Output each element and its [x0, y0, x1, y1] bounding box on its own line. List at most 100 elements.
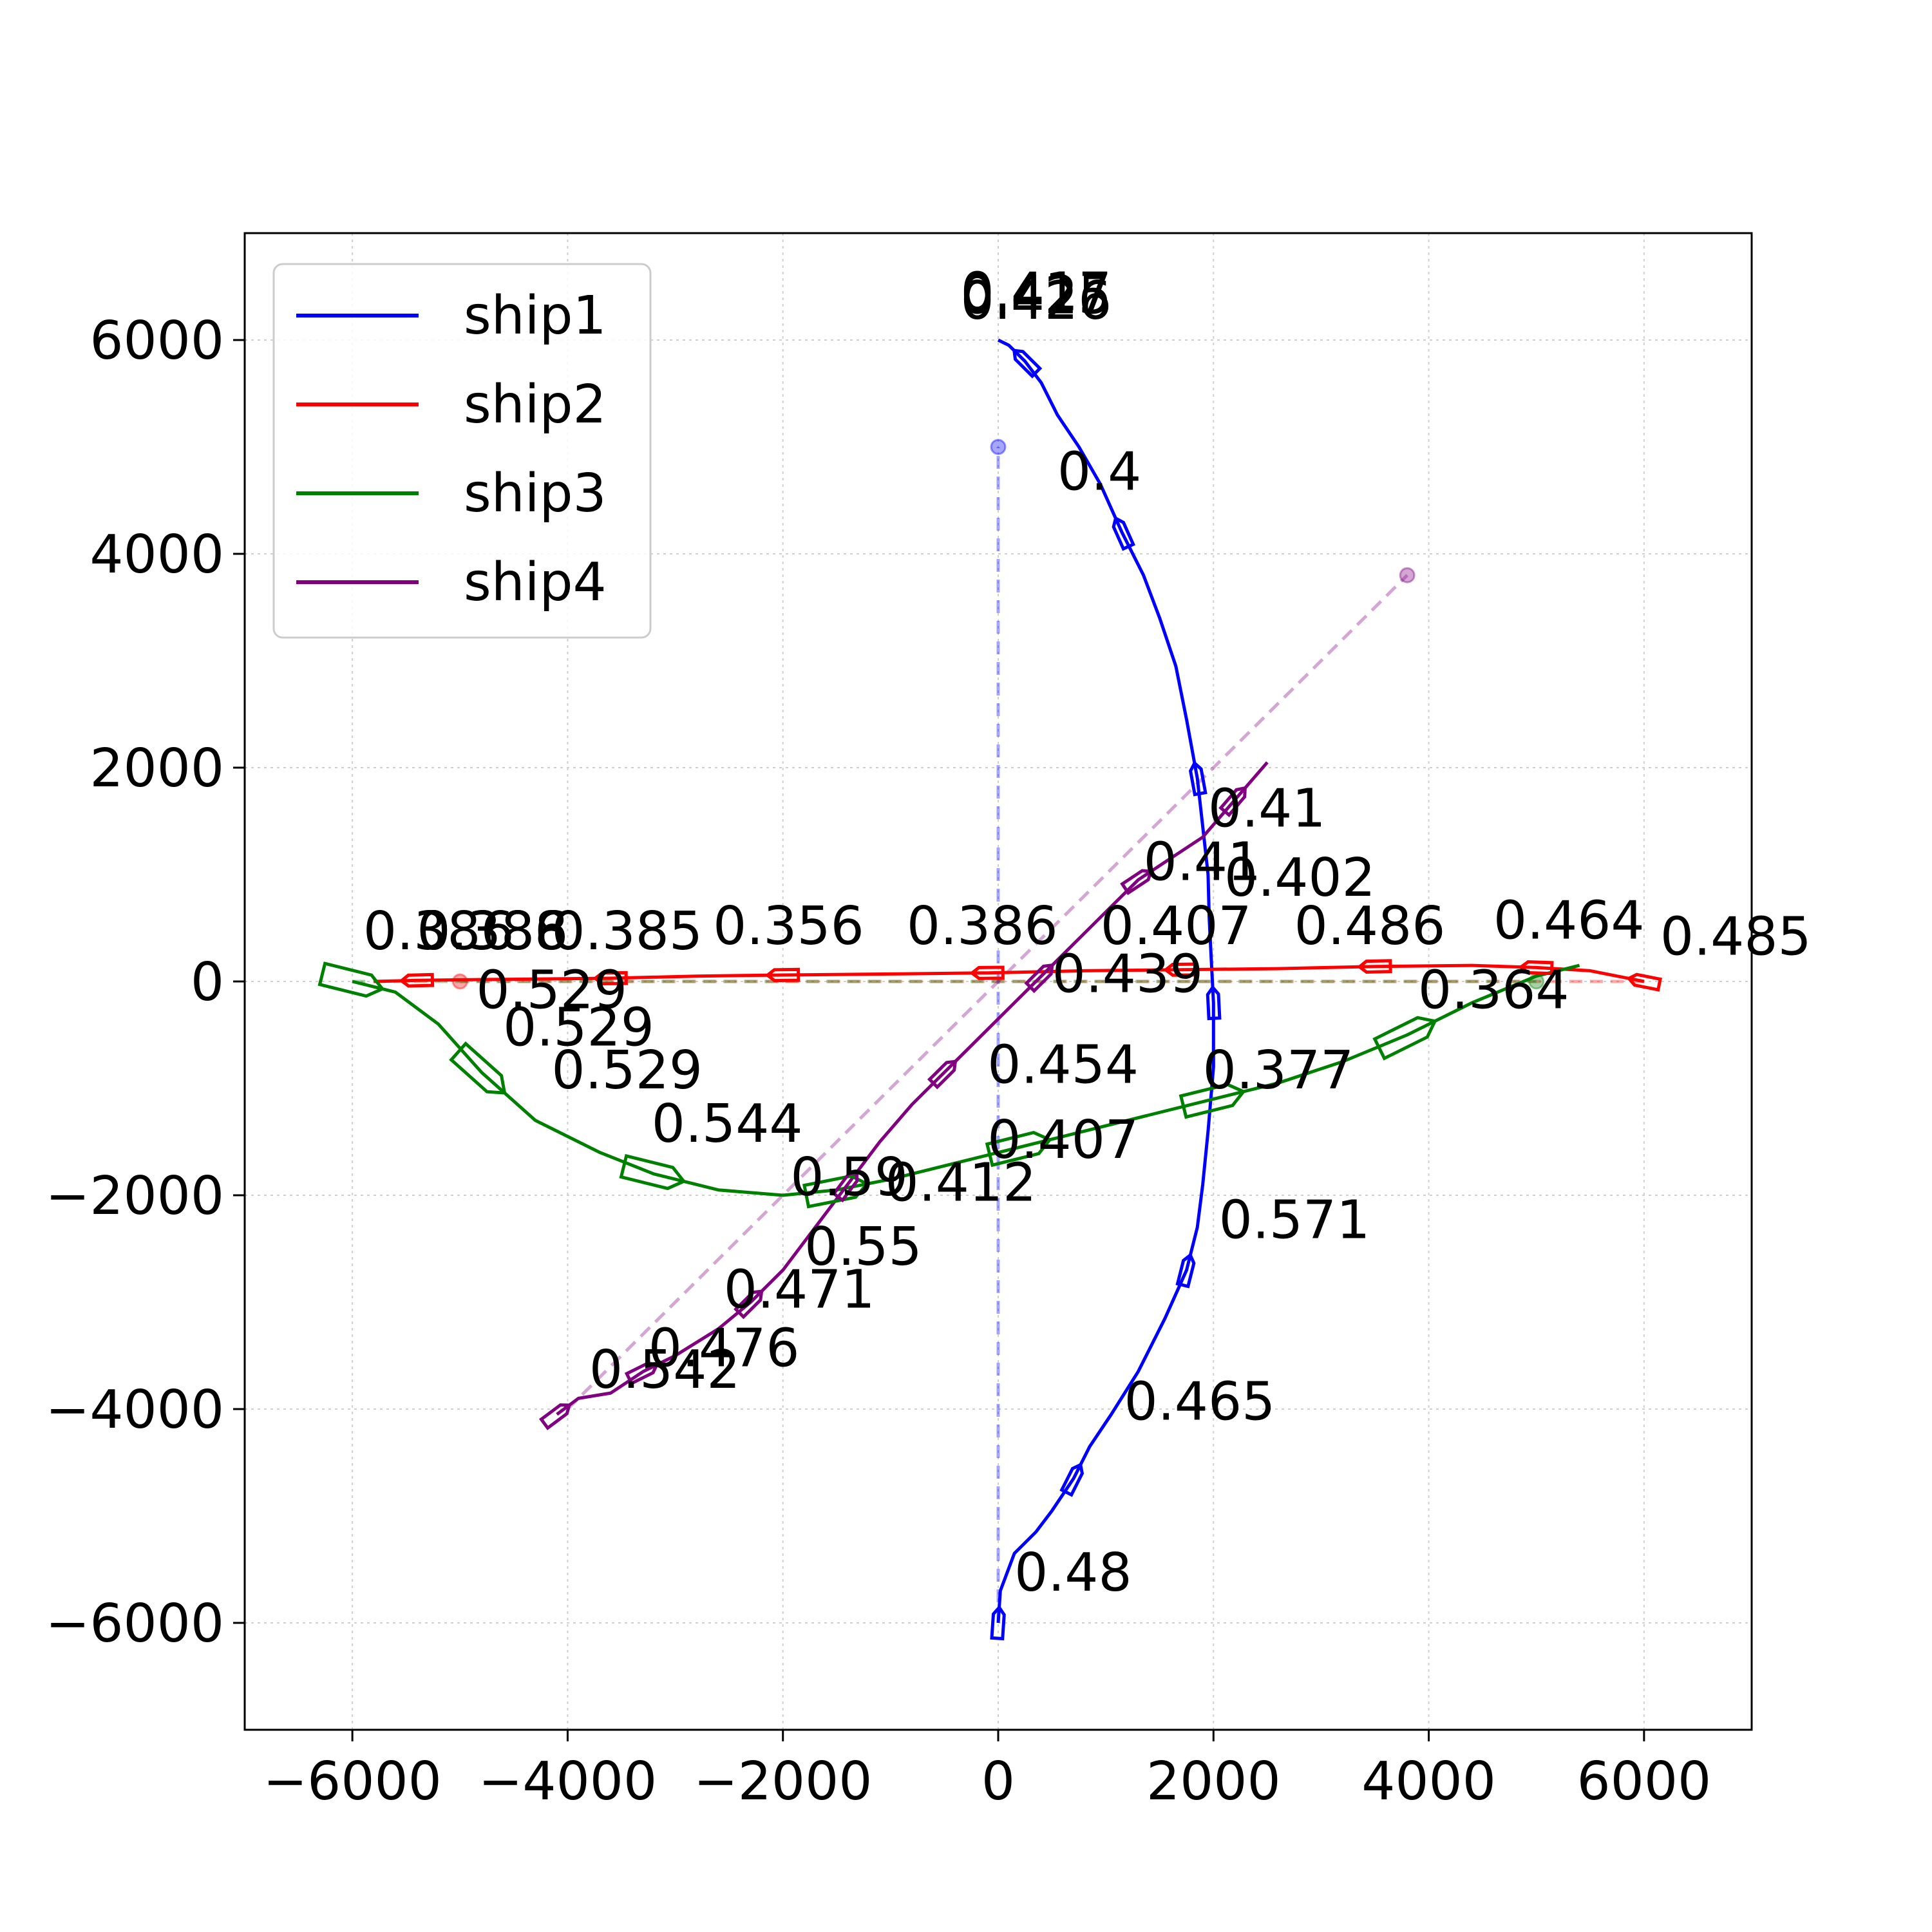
- ship3-data-label-3: 0.544: [652, 1094, 803, 1155]
- ship4-ship-marker-3-hull: [624, 1361, 659, 1386]
- ship1-ship-marker-30: [1012, 348, 1043, 379]
- ship3-ship-marker-18: [1372, 1016, 1437, 1061]
- ship3-data-label-7: 0.377: [1203, 1040, 1354, 1101]
- data-labels: 0.480.4650.5710.4070.410.40.4260.4250.41…: [363, 262, 1812, 1604]
- x-tick-label-4: 2000: [1146, 1751, 1281, 1812]
- ship1-data-label-3: 0.407: [1101, 896, 1252, 957]
- x-tick-label-2: −2000: [694, 1751, 872, 1812]
- ship3-ship-marker-12: [985, 1131, 1052, 1168]
- ship1-data-label-0: 0.48: [1014, 1542, 1132, 1604]
- ship2-data-label-2: 0.486: [1294, 896, 1446, 957]
- ship4-data-label-4: 0.454: [987, 1035, 1139, 1096]
- ship2-ship-marker-12: [592, 971, 628, 986]
- ship1-goal-point: [990, 439, 1007, 455]
- ship1-ship-marker-15-hull: [1206, 985, 1222, 1021]
- ship4-ship-marker-0: [538, 1403, 572, 1430]
- ship3-ship-marker-18-hull: [1372, 1016, 1437, 1061]
- ship4-reference-path: [566, 574, 1408, 1410]
- ship2-data-label-10: 0.386: [363, 901, 515, 962]
- axis-ticks: −6000 −4000 −2000 0 2000 4000 6000 −6000 −4000 −2…: [46, 310, 1712, 1812]
- ship2-ship-marker-2-hull: [1518, 960, 1554, 976]
- ship4-ship-marker-6-hull: [734, 1289, 764, 1320]
- ship2-data-label-5: 0.386: [907, 896, 1058, 957]
- legend: ship1 ship2 ship3 ship4: [272, 263, 652, 639]
- ship2-ship-marker-2: [1518, 960, 1554, 976]
- ship4-ship-marker-6: [734, 1289, 764, 1320]
- ship2-ship-marker-10-hull: [764, 967, 800, 983]
- ship3-data-label-5: 0.412: [886, 1152, 1037, 1213]
- legend-label-ship4: ship4: [464, 552, 607, 613]
- ship2-ship-marker-12-hull: [592, 971, 628, 986]
- ship3-ship-marker-9-hull: [802, 1174, 870, 1209]
- ship3-ship-marker-6-hull: [619, 1153, 687, 1191]
- ship1-data-label-6: 0.426: [961, 270, 1112, 332]
- ship1-trajectory: [996, 338, 1215, 1624]
- ship4-ship-marker-9: [831, 1170, 859, 1203]
- ship1-ship-marker-25: [1112, 516, 1135, 551]
- ship4-ship-marker-15: [1024, 963, 1054, 994]
- ship2-ship-marker-8: [969, 965, 1005, 980]
- ship4-data-label-2: 0.471: [724, 1259, 875, 1320]
- ship3-ship-marker-9: [802, 1174, 870, 1209]
- reference-paths: [352, 439, 1644, 1623]
- ship2-data-label-9: 0.388: [417, 901, 568, 962]
- ship4-ship-marker-9-hull: [831, 1170, 859, 1203]
- ship3-data-label-0: 0.529: [476, 960, 627, 1021]
- ship4-ship-marker-0-hull: [538, 1403, 572, 1430]
- y-tick-label-0: −6000: [46, 1593, 224, 1654]
- legend-label-ship1: ship1: [464, 285, 607, 346]
- ship2-ship-marker-6: [1163, 962, 1198, 977]
- ship3-ship-marker-15: [1179, 1083, 1246, 1119]
- ship2-ship-marker-14-hull: [399, 972, 435, 988]
- x-tick-label-6: 6000: [1577, 1751, 1712, 1812]
- ship4-data-label-5: 0.41: [1208, 778, 1326, 839]
- ship1-ship-marker-5-hull: [1059, 1462, 1084, 1497]
- ship4-ship-marker-12: [927, 1059, 958, 1090]
- ship-markers: [317, 348, 1662, 1641]
- ship3-ship-marker-3: [449, 1041, 507, 1095]
- ship1-data-label-2: 0.571: [1219, 1189, 1370, 1251]
- ship3-ship-marker-3-hull: [449, 1041, 507, 1095]
- x-tick-label-3: 0: [981, 1751, 1015, 1812]
- ship4-ship-marker-15-hull: [1024, 963, 1054, 994]
- ship4-ship-marker-18: [1120, 869, 1153, 896]
- ship3-data-label-4: 0.59: [790, 1147, 908, 1208]
- ship2-data-label-0: 0.485: [1660, 907, 1812, 968]
- legend-label-ship3: ship3: [464, 463, 607, 524]
- ship3-ship-marker-0-hull: [317, 961, 385, 998]
- ship2-data-label-8: 0.386: [417, 901, 568, 962]
- ship1-ship-marker-30-hull: [1012, 348, 1043, 379]
- ship2-ship-marker-0: [1626, 972, 1662, 992]
- ship2-data-label-1: 0.464: [1493, 891, 1645, 952]
- ship2-data-label-7: 0.385: [551, 901, 703, 962]
- ship4-data-label-0: 0.542: [589, 1340, 741, 1401]
- y-tick-label-4: 2000: [90, 738, 224, 799]
- ship2-data-label-4: 0.439: [1052, 944, 1204, 1005]
- ship3-data-label-8: 0.364: [1418, 960, 1569, 1021]
- x-tick-label-0: −6000: [263, 1751, 441, 1812]
- ship2-ship-marker-8-hull: [969, 965, 1005, 980]
- ship3-trajectory: [352, 963, 1580, 1197]
- ship1-ship-marker-20-hull: [1188, 760, 1208, 797]
- ship3-data-label-2: 0.529: [551, 1040, 703, 1101]
- ship3-data-label-1: 0.529: [503, 998, 654, 1059]
- ship2-data-label-6: 0.356: [713, 896, 864, 957]
- x-tick-label-1: −4000: [478, 1751, 657, 1812]
- ship4-ship-marker-21-hull: [1218, 786, 1247, 817]
- ship1-ship-marker-15: [1206, 985, 1222, 1021]
- y-tick-label-2: −2000: [46, 1166, 224, 1227]
- ship1-ship-marker-0-hull: [990, 1604, 1006, 1641]
- ship1-ship-marker-10-hull: [1175, 1252, 1196, 1289]
- ship4-ship-marker-3: [624, 1361, 659, 1386]
- ship4-ship-marker-18-hull: [1120, 869, 1153, 896]
- ship4-data-label-3: 0.55: [804, 1217, 922, 1278]
- ship3-ship-marker-0: [317, 961, 385, 998]
- ship1-ship-marker-5: [1059, 1462, 1084, 1497]
- ship4-ship-marker-21: [1218, 786, 1247, 817]
- legend-label-ship2: ship2: [464, 374, 607, 435]
- ship1-data-label-1: 0.465: [1124, 1372, 1276, 1433]
- ship4-ship-marker-12-hull: [927, 1059, 958, 1090]
- ship3-ship-marker-12-hull: [985, 1131, 1052, 1168]
- ship1-ship-marker-0: [990, 1604, 1006, 1641]
